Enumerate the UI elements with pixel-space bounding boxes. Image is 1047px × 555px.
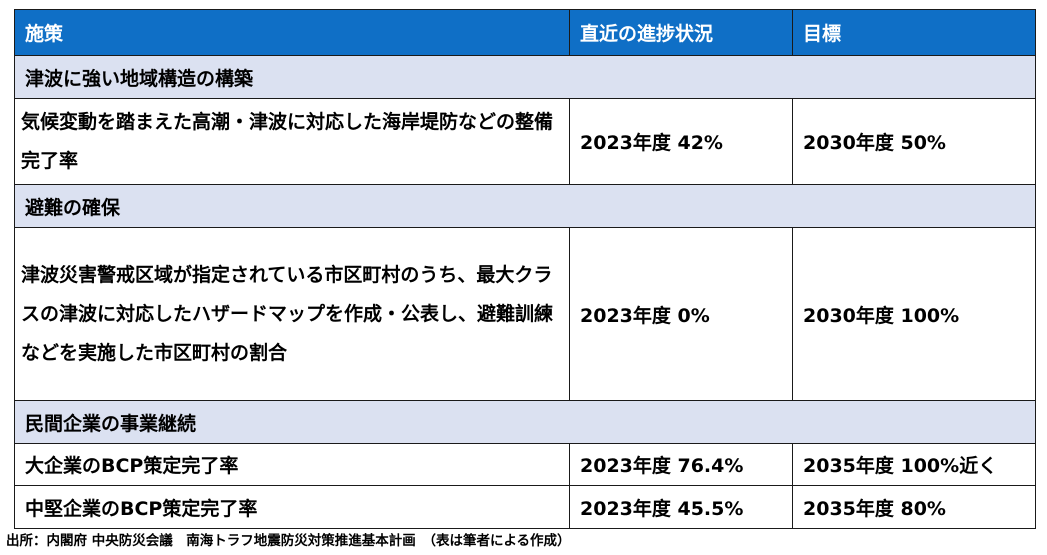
section-row: 民間企業の事業継続	[14, 400, 1036, 444]
measure-cell: 大企業のBCP策定完了率	[14, 443, 570, 486]
measure-cell: 津波災害警戒区域が指定されている市区町村のうち、最大クラスの津波に対応したハザー…	[14, 227, 570, 401]
source-note: 出所：内閣府 中央防災会議 南海トラフ地震防災対策推進基本計画 （表は筆者による…	[6, 533, 571, 549]
table-row: 津波災害警戒区域が指定されている市区町村のうち、最大クラスの津波に対応したハザー…	[14, 227, 1036, 401]
target-cell: 2035年度 80%	[792, 485, 1036, 529]
section-title: 民間企業の事業継続	[14, 400, 1036, 444]
progress-cell: 2023年度 76.4%	[569, 443, 793, 486]
table-row: 中堅企業のBCP策定完了率 2023年度 45.5% 2035年度 80%	[14, 485, 1036, 529]
target-cell: 2030年度 100%	[792, 227, 1036, 401]
header-target: 目標	[792, 9, 1036, 56]
target-cell: 2035年度 100%近く	[792, 443, 1036, 486]
measure-cell: 気候変動を踏まえた高潮・津波に対応した海岸堤防などの整備完了率	[14, 98, 570, 185]
progress-cell: 2023年度 42%	[569, 98, 793, 185]
measures-table: 施策 直近の進捗状況 目標 津波に強い地域構造の構築 気候変動を踏まえた高潮・津…	[14, 9, 1036, 529]
target-cell: 2030年度 50%	[792, 98, 1036, 185]
table-row: 気候変動を踏まえた高潮・津波に対応した海岸堤防などの整備完了率 2023年度 4…	[14, 98, 1036, 185]
section-row: 津波に強い地域構造の構築	[14, 55, 1036, 99]
table-row: 大企業のBCP策定完了率 2023年度 76.4% 2035年度 100%近く	[14, 443, 1036, 486]
measure-cell: 中堅企業のBCP策定完了率	[14, 485, 570, 529]
section-row: 避難の確保	[14, 184, 1036, 228]
progress-cell: 2023年度 45.5%	[569, 485, 793, 529]
section-title: 津波に強い地域構造の構築	[14, 55, 1036, 99]
progress-cell: 2023年度 0%	[569, 227, 793, 401]
header-recent-progress: 直近の進捗状況	[569, 9, 793, 56]
table-container: 施策 直近の進捗状況 目標 津波に強い地域構造の構築 気候変動を踏まえた高潮・津…	[14, 9, 1036, 529]
header-measure: 施策	[14, 9, 570, 56]
table-header-row: 施策 直近の進捗状況 目標	[14, 9, 1036, 56]
section-title: 避難の確保	[14, 184, 1036, 228]
